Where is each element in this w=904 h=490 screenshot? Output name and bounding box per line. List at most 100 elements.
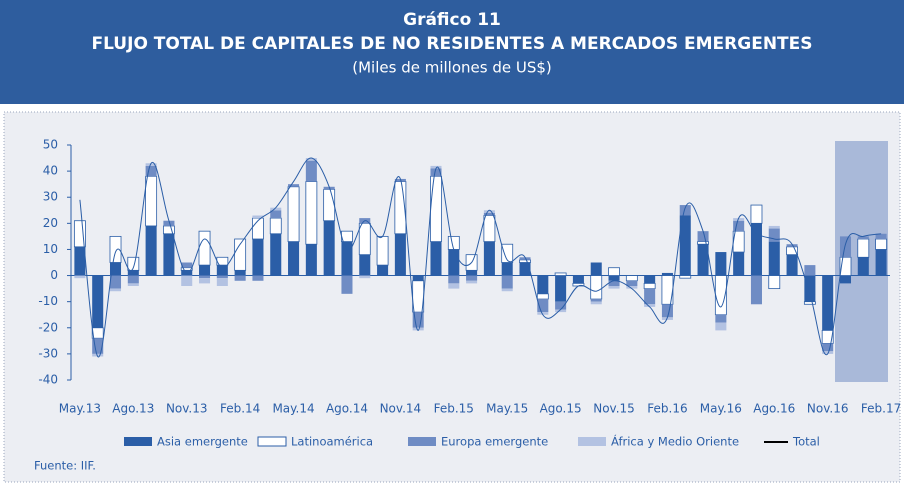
bar-segment — [127, 256, 140, 271]
bar-segment — [288, 184, 300, 187]
bar-segment — [92, 338, 104, 354]
bar-segment — [536, 293, 549, 300]
bar-segment — [430, 175, 442, 243]
x-tick-label: Feb.17 — [861, 402, 901, 416]
bar-segment — [875, 233, 887, 239]
bar-segment — [839, 236, 852, 258]
bar-segment — [768, 275, 781, 290]
bar-segment — [768, 225, 780, 229]
bar-segment — [733, 252, 745, 276]
bar-segment — [501, 288, 513, 292]
bar-segment — [359, 275, 371, 279]
bar-segment — [625, 275, 638, 282]
bar-segment — [537, 275, 549, 294]
bar-segment — [269, 217, 282, 235]
bar-segment — [501, 262, 513, 276]
bar-segment — [715, 322, 727, 331]
bar-segment — [270, 210, 282, 219]
bar-segment — [875, 249, 887, 276]
bar-segment — [644, 288, 656, 305]
bar-segment — [572, 275, 584, 284]
bar-segment — [626, 286, 638, 289]
bar-segment — [768, 228, 780, 242]
x-tick-label: May.14 — [272, 402, 314, 416]
bar-segment — [412, 327, 424, 331]
bar-segment — [305, 244, 317, 276]
bar-segment — [822, 351, 834, 354]
bar-segment — [733, 220, 745, 232]
chart-subtitle: (Miles de millones de US$) — [352, 59, 551, 77]
bar-segment — [661, 304, 673, 318]
bar-segment — [145, 165, 157, 177]
bar-segment — [448, 283, 460, 289]
x-tick-label: Nov.16 — [807, 402, 849, 416]
bar-segment — [109, 288, 122, 292]
bar-segment — [252, 239, 264, 276]
bar-segment — [555, 309, 567, 313]
bar-segment — [715, 314, 727, 323]
bar-segment — [74, 275, 86, 279]
bar-segment — [430, 241, 442, 276]
bar-segment — [412, 275, 424, 281]
bar-segment — [288, 241, 300, 276]
bar-segment — [643, 282, 656, 290]
bar-segment — [181, 275, 193, 286]
bar-segment — [822, 275, 834, 331]
bar-segment — [163, 233, 175, 276]
bar-segment — [626, 280, 638, 286]
bar-segment — [804, 265, 816, 276]
legend-label: Total — [792, 435, 820, 449]
bar-segment — [857, 238, 870, 258]
bar-segment — [697, 231, 709, 242]
bar-segment — [109, 235, 122, 263]
bar-segment — [750, 275, 762, 305]
bar-segment — [323, 220, 335, 276]
y-tick-label: -20 — [38, 320, 58, 334]
bar-segment — [377, 265, 389, 276]
bar-segment — [448, 275, 460, 284]
x-tick-label: May.13 — [59, 402, 101, 416]
bar-segment — [92, 353, 104, 357]
bar-segment — [234, 270, 246, 276]
y-tick-label: -40 — [38, 373, 58, 387]
bar-segment — [483, 215, 496, 243]
bar-segment — [644, 275, 656, 284]
y-tick-label: 50 — [43, 138, 58, 152]
y-tick-label: 40 — [43, 164, 58, 178]
bar-segment — [519, 259, 531, 263]
bar-segment — [358, 222, 371, 256]
bar-segment — [822, 343, 834, 352]
bar-segment — [803, 301, 816, 305]
bar-segment — [857, 236, 869, 239]
y-tick-label: 20 — [43, 216, 58, 230]
bar-segment — [305, 160, 317, 182]
bar-segment — [537, 312, 549, 315]
legend-label: Asia emergente — [157, 435, 248, 449]
bar-segment — [216, 265, 228, 276]
bar-segment — [145, 225, 157, 276]
header-band — [0, 0, 904, 104]
bar-segment — [198, 230, 211, 266]
bar-segment — [679, 275, 692, 279]
x-tick-label: Feb.15 — [434, 402, 474, 416]
bar-segment — [145, 163, 157, 166]
bar-segment — [127, 275, 139, 284]
y-tick-label: 0 — [50, 268, 58, 282]
bar-segment — [287, 186, 300, 243]
legend-swatch — [578, 437, 606, 446]
bar-segment — [519, 257, 531, 260]
legend-swatch — [408, 437, 436, 446]
bar-segment — [252, 275, 264, 281]
bar-segment — [608, 275, 620, 281]
x-tick-label: Ago.14 — [326, 402, 368, 416]
bar-segment — [483, 241, 495, 276]
x-tick-label: Nov.13 — [166, 402, 208, 416]
bar-segment — [199, 265, 211, 276]
bar-segment — [92, 275, 104, 328]
legend-swatch — [124, 437, 152, 446]
bar-segment — [786, 246, 798, 256]
bar-segment — [234, 238, 247, 271]
bar-segment — [501, 243, 514, 263]
bar-segment — [109, 275, 122, 289]
